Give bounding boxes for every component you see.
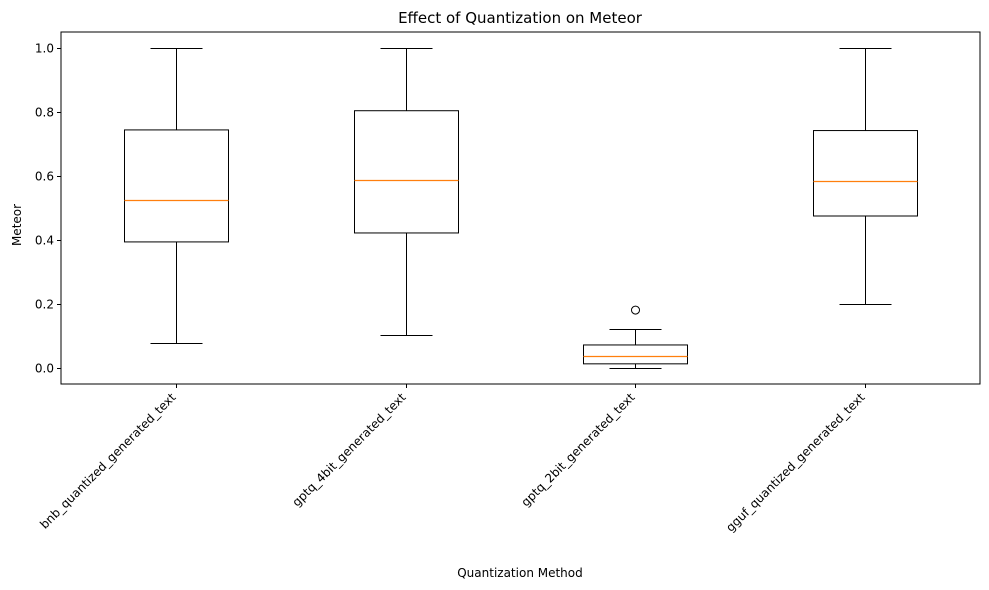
y-axis-label: Meteor (10, 204, 24, 246)
iqr-box (813, 130, 918, 217)
y-tick-label: 0.8 (35, 106, 54, 120)
y-tick-label: 0.6 (35, 170, 54, 184)
iqr-box (124, 129, 229, 243)
outlier-point (631, 305, 640, 315)
y-tick-label: 0.0 (35, 362, 54, 376)
iqr-box (583, 344, 688, 365)
chart-title: Effect of Quantization on Meteor (398, 9, 643, 27)
x-axis-label: Quantization Method (457, 566, 583, 580)
y-tick-label: 1.0 (35, 42, 54, 56)
iqr-box (354, 110, 459, 234)
axes-frame (60, 31, 981, 385)
y-tick-label: 0.4 (35, 234, 54, 248)
y-tick-label: 0.2 (35, 298, 54, 312)
